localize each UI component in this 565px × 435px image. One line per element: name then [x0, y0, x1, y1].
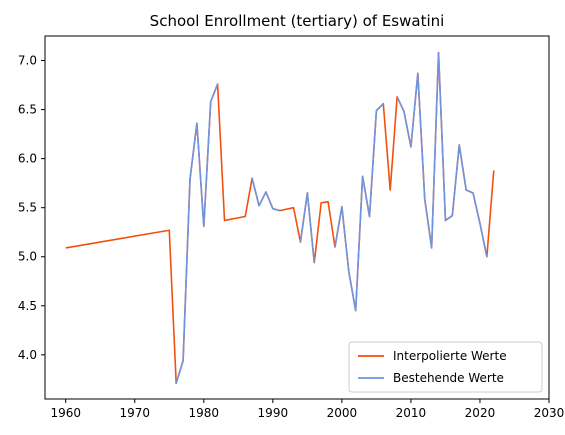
- y-tick-label: 4.5: [18, 299, 37, 313]
- x-axis-ticks: 1960 1970 1980 1990 2000 2010 2020 2030: [50, 399, 564, 420]
- y-tick-label: 6.0: [18, 152, 37, 166]
- x-tick-label: 2010: [396, 406, 427, 420]
- series-line-existing: [396, 51, 488, 257]
- x-tick-label: 2030: [534, 406, 565, 420]
- y-axis-ticks: 4.0 4.5 5.0 5.5 6.0 6.5 7.0: [18, 54, 45, 362]
- x-tick-label: 1960: [50, 406, 81, 420]
- x-tick-label: 1990: [258, 406, 289, 420]
- y-tick-label: 4.0: [18, 348, 37, 362]
- series-layer: [65, 51, 495, 385]
- y-tick-label: 5.0: [18, 250, 37, 264]
- x-tick-label: 1970: [119, 406, 150, 420]
- series-line-existing: [251, 178, 280, 212]
- x-tick-label: 1980: [189, 406, 220, 420]
- legend-label: Interpolierte Werte: [393, 349, 507, 363]
- y-tick-label: 7.0: [18, 54, 37, 68]
- y-tick-label: 6.5: [18, 103, 37, 117]
- legend-box: [348, 341, 543, 393]
- series-line-existing: [334, 103, 384, 312]
- legend-label: Bestehende Werte: [393, 371, 504, 385]
- plot-frame: [44, 35, 550, 400]
- series-line-existing: [175, 83, 219, 384]
- x-tick-label: 2000: [327, 406, 358, 420]
- x-tick-label: 2020: [465, 406, 496, 420]
- y-tick-label: 5.5: [18, 201, 37, 215]
- legend: Interpolierte Werte Bestehende Werte: [348, 341, 543, 393]
- series-line-existing: [299, 192, 316, 263]
- chart-title: School Enrollment (tertiary) of Eswatini: [150, 12, 445, 30]
